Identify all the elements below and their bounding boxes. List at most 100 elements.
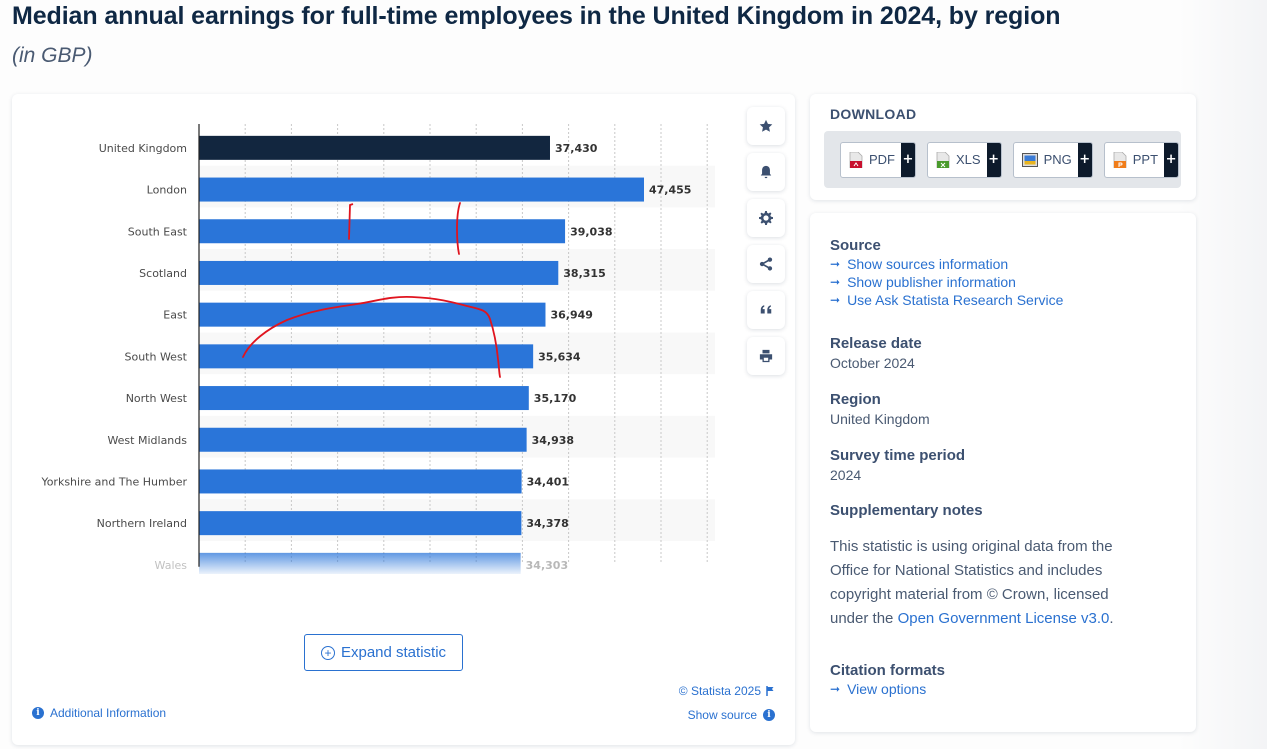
print-icon [759, 349, 773, 363]
page-title: Median annual earnings for full-time emp… [12, 2, 1061, 30]
ask-statista-link[interactable]: ➞ Use Ask Statista Research Service [830, 292, 1063, 308]
value-labels: 37,430 47,455 39,038 38,315 36,949 35,634 35,1… [526, 142, 692, 572]
survey-period-section: Survey time period 2024 [830, 447, 965, 483]
value-label: 39,038 [570, 225, 612, 238]
category-label: Wales [155, 559, 188, 572]
bar[interactable] [199, 386, 529, 411]
bar[interactable] [199, 469, 522, 494]
region-heading: Region [830, 391, 881, 408]
chart-toolbar [747, 107, 785, 383]
print-button[interactable] [747, 337, 785, 375]
citation-heading: Citation formats [830, 662, 946, 679]
expand-statistic-button[interactable]: + Expand statistic [304, 634, 463, 671]
settings-button[interactable] [747, 199, 785, 237]
show-source-link[interactable]: Show source i [688, 708, 775, 722]
open-government-license-link[interactable]: Open Government License v3.0 [897, 610, 1110, 627]
source-section: Source ➞ Show sources information ➞ Show p… [830, 237, 1063, 308]
download-title: DOWNLOAD [830, 106, 917, 122]
value-label: 34,303 [526, 559, 568, 572]
pdf-file-icon [849, 151, 863, 168]
region-section: Region United Kingdom [830, 391, 930, 427]
value-label: 35,634 [538, 350, 581, 363]
value-label: 47,455 [649, 184, 691, 197]
download-ppt-plus[interactable]: + [1164, 142, 1179, 177]
value-label: 36,949 [550, 309, 592, 322]
share-icon [759, 257, 773, 271]
download-pdf-button[interactable]: PDF + [840, 141, 916, 178]
bar[interactable] [199, 135, 550, 160]
download-pdf-label: PDF [869, 152, 895, 167]
notification-button[interactable] [747, 153, 785, 191]
download-png-button[interactable]: PNG + [1012, 141, 1093, 178]
bar[interactable] [199, 427, 527, 452]
show-source-label: Show source [687, 708, 757, 722]
gear-icon [759, 211, 773, 225]
category-label: South East [128, 225, 188, 238]
supplementary-notes-section: Supplementary notes This statistic is us… [830, 502, 1150, 631]
view-options-link[interactable]: ➞ View options [830, 681, 945, 697]
show-sources-link[interactable]: ➞ Show sources information [830, 256, 1063, 272]
download-png-plus[interactable]: + [1077, 142, 1092, 177]
release-date-section: Release date October 2024 [830, 335, 922, 371]
xls-file-icon [936, 151, 950, 168]
download-xls-plus[interactable]: + [986, 142, 1001, 177]
category-label: London [147, 184, 187, 197]
additional-information-link[interactable]: i Additional Information [32, 706, 166, 720]
pen-annotations [242, 202, 501, 378]
download-png-label: PNG [1043, 152, 1072, 167]
category-label: South West [124, 350, 187, 363]
arrow-right-icon: ➞ [830, 275, 841, 289]
annotation-stroke [456, 202, 461, 255]
chart-card: United Kingdom London South East Scotland Ea… [12, 94, 795, 745]
info-icon: i [32, 707, 44, 719]
download-pdf-plus[interactable]: + [901, 142, 915, 177]
category-label: Yorkshire and The Humber [40, 475, 187, 488]
notes-body: This statistic is using original data fr… [830, 538, 1113, 627]
source-heading: Source [830, 237, 881, 254]
supplementary-notes-text: This statistic is using original data fr… [830, 535, 1150, 631]
bar[interactable] [199, 302, 546, 327]
bars [199, 135, 644, 574]
quote-icon [760, 305, 772, 314]
notes-end: . [1109, 610, 1114, 627]
bar[interactable] [199, 260, 559, 285]
bar[interactable] [199, 552, 521, 574]
download-xls-button[interactable]: XLS + [927, 141, 1002, 178]
bar[interactable] [199, 511, 522, 536]
cite-button[interactable] [747, 291, 785, 329]
category-label: United Kingdom [99, 142, 187, 155]
copyright: © Statista 2025 [679, 684, 775, 698]
arrow-right-icon: ➞ [830, 682, 841, 696]
bar[interactable] [199, 344, 534, 369]
share-button[interactable] [747, 245, 785, 283]
category-label: Scotland [139, 267, 187, 280]
category-label: North West [126, 392, 188, 405]
release-date-heading: Release date [830, 335, 922, 352]
additional-information-label: Additional Information [50, 706, 167, 720]
png-image-icon [1021, 152, 1038, 167]
star-icon [759, 119, 773, 132]
favorite-button[interactable] [747, 107, 785, 145]
flag-icon[interactable] [766, 686, 775, 696]
page-subtitle: (in GBP) [12, 44, 93, 67]
bar[interactable] [199, 177, 644, 202]
download-ppt-button[interactable]: PPT + [1103, 141, 1180, 178]
chart-area: United Kingdom London South East Scotland Ea… [12, 94, 795, 694]
value-label: 34,938 [532, 434, 574, 447]
bar-chart: United Kingdom London South East Scotland Ea… [40, 124, 715, 574]
download-card: DOWNLOAD PDF + XLS + PNG + [810, 94, 1196, 200]
info-icon: i [763, 709, 775, 721]
value-label: 37,430 [555, 142, 598, 155]
bell-icon [760, 165, 772, 179]
annotation-stroke [348, 203, 354, 240]
bar[interactable] [199, 219, 566, 244]
expand-statistic-label: Expand statistic [340, 644, 447, 661]
show-sources-label: Show sources information [847, 256, 1009, 272]
category-label: East [163, 309, 187, 322]
show-publisher-label: Show publisher information [847, 274, 1016, 290]
show-publisher-link[interactable]: ➞ Show publisher information [830, 274, 1063, 290]
copyright-text: © Statista 2025 [678, 684, 761, 698]
value-label: 38,315 [563, 267, 605, 280]
download-xls-label: XLS [956, 152, 981, 167]
view-options-label: View options [847, 681, 927, 697]
